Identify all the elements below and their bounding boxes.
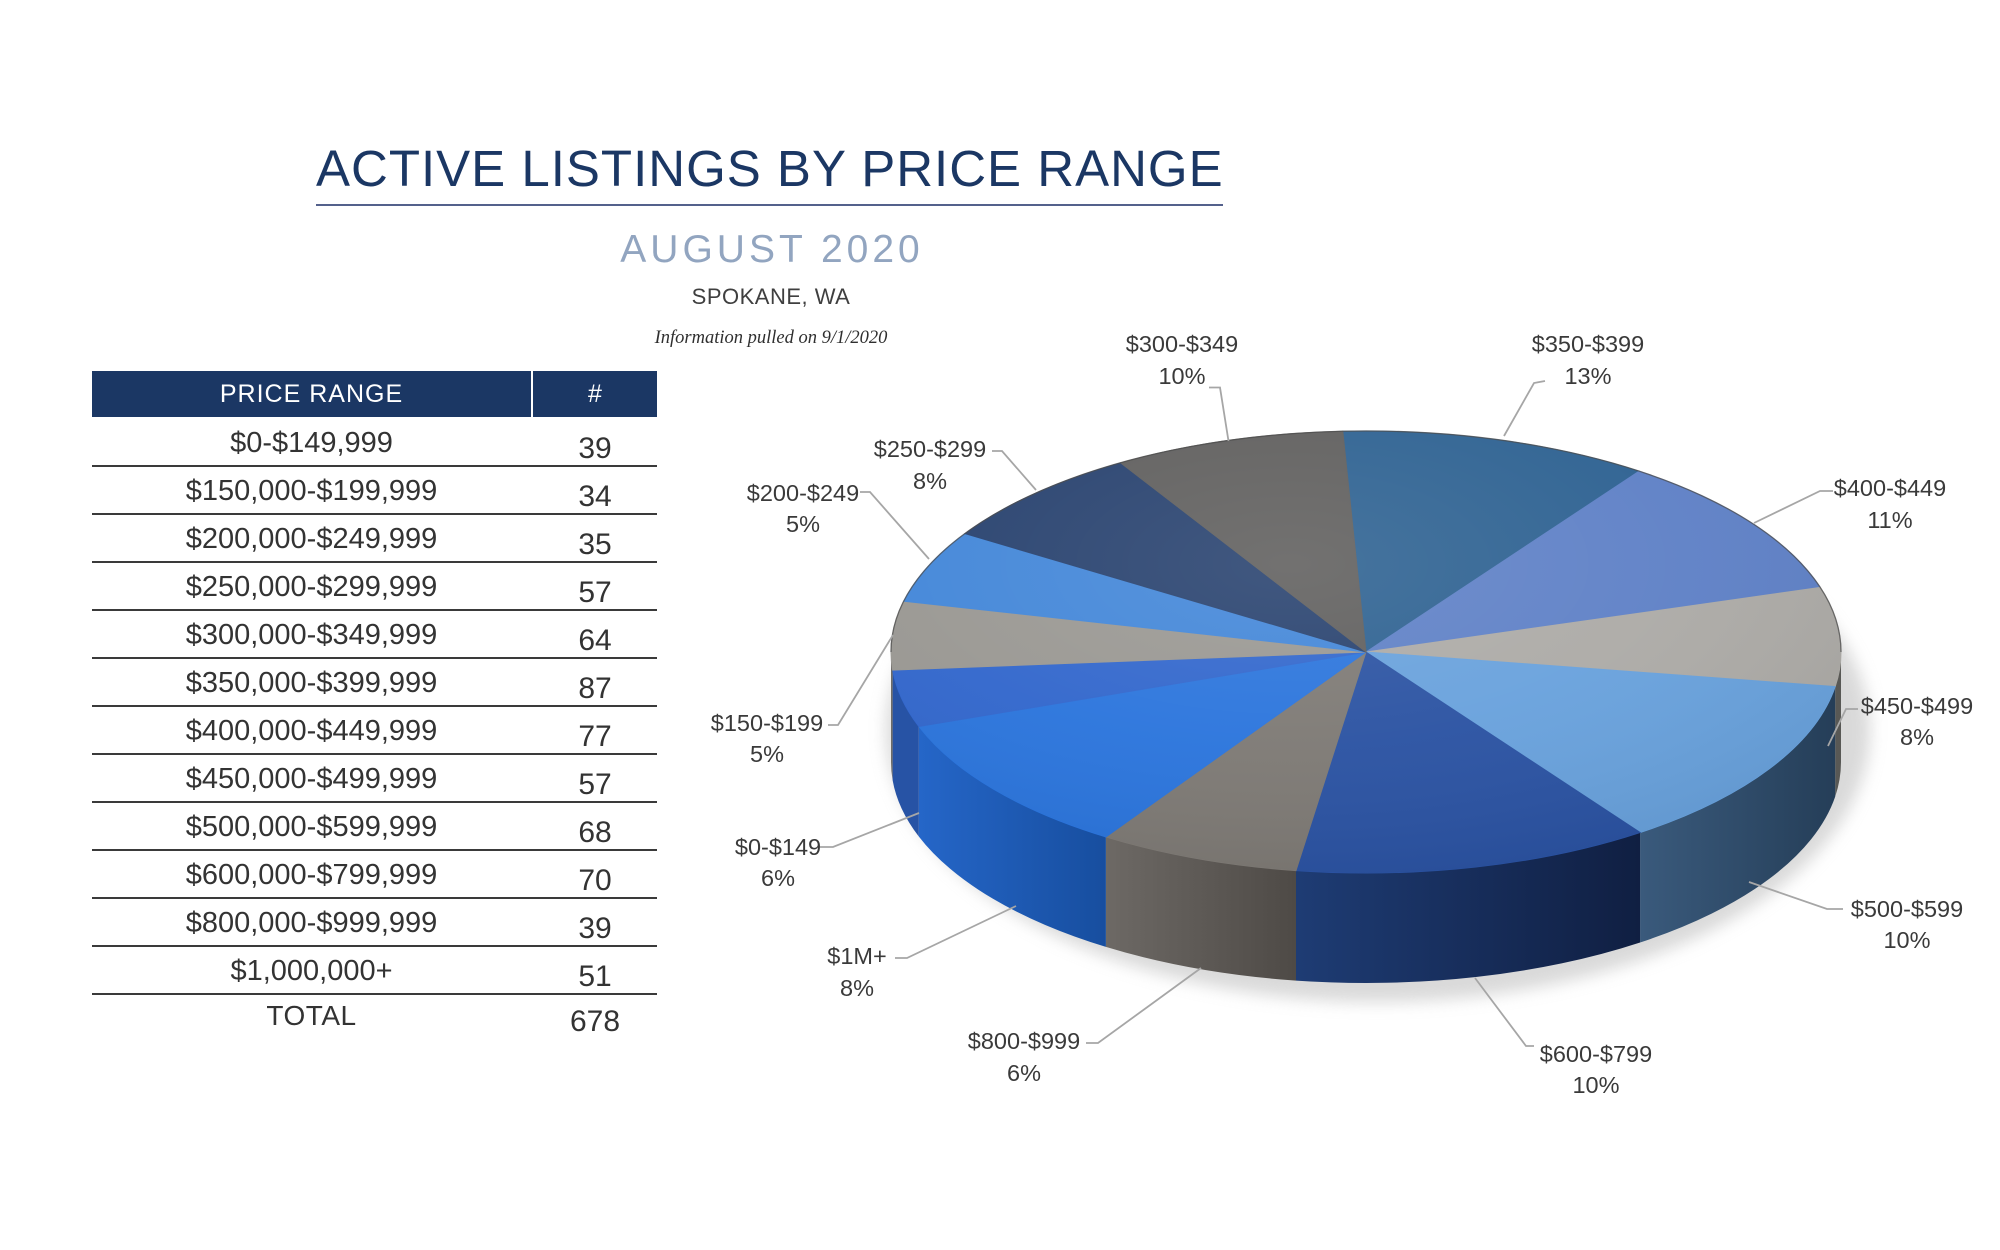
svg-text:5%: 5% <box>750 741 784 767</box>
svg-text:10%: 10% <box>1158 363 1205 389</box>
svg-text:5%: 5% <box>786 511 820 537</box>
svg-text:$500-$599: $500-$599 <box>1851 896 1963 922</box>
svg-text:$400-$449: $400-$449 <box>1834 475 1946 501</box>
svg-text:$200-$249: $200-$249 <box>747 480 859 506</box>
svg-text:6%: 6% <box>761 865 795 891</box>
svg-text:13%: 13% <box>1564 363 1611 389</box>
svg-text:$1M+: $1M+ <box>827 943 886 969</box>
svg-text:8%: 8% <box>840 975 874 1001</box>
svg-text:$150-$199: $150-$199 <box>711 710 823 736</box>
svg-text:$300-$349: $300-$349 <box>1126 331 1238 357</box>
svg-text:8%: 8% <box>913 468 947 494</box>
svg-text:$450-$499: $450-$499 <box>1861 693 1973 719</box>
svg-text:6%: 6% <box>1007 1060 1041 1086</box>
svg-text:$800-$999: $800-$999 <box>968 1028 1080 1054</box>
svg-text:10%: 10% <box>1883 927 1930 953</box>
svg-text:$350-$399: $350-$399 <box>1532 331 1644 357</box>
svg-text:10%: 10% <box>1572 1072 1619 1098</box>
svg-text:$0-$149: $0-$149 <box>735 834 821 860</box>
svg-text:$250-$299: $250-$299 <box>874 436 986 462</box>
svg-text:11%: 11% <box>1867 507 1912 533</box>
svg-text:$600-$799: $600-$799 <box>1540 1041 1652 1067</box>
svg-text:8%: 8% <box>1900 724 1934 750</box>
